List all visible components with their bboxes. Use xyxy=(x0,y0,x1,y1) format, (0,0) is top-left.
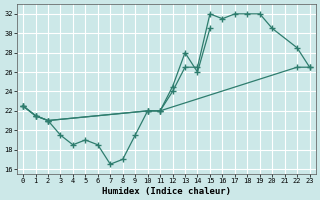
X-axis label: Humidex (Indice chaleur): Humidex (Indice chaleur) xyxy=(102,187,231,196)
